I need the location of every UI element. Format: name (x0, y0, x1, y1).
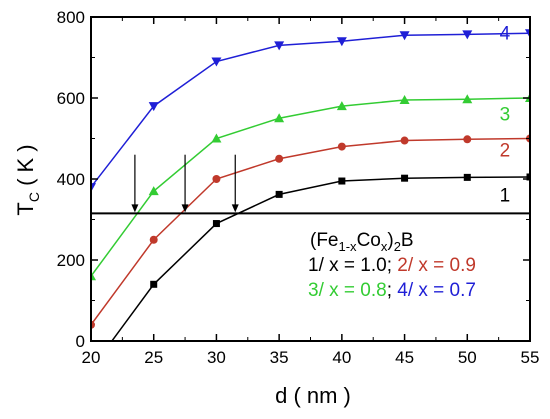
series-4-marker (525, 29, 530, 39)
curve-label-3: 3 (500, 104, 511, 125)
tick-layer: 20 25 30 35 40 45 50 55 0 200 400 600 800 (57, 8, 540, 367)
series-4-marker (148, 102, 159, 112)
series-1-marker (338, 177, 346, 185)
y-tick-label: 0 (76, 332, 85, 351)
legend-formula-p4: B (401, 230, 414, 251)
y-axis-title: TC ( K ) (13, 144, 42, 215)
series-1-marker (463, 173, 471, 181)
series-1-marker (150, 280, 158, 288)
x-tick-label: 25 (144, 348, 163, 367)
legend-formula-s3: 2 (394, 239, 401, 254)
x-tick-label: 20 (82, 348, 101, 367)
legend-formula: (Fe1-xCox)2B (310, 230, 414, 254)
legend-formula-s2: x (381, 239, 388, 254)
series-1-line (110, 176, 530, 341)
x-tick-label: 35 (270, 348, 289, 367)
legend-entry-2: 2/ x = 0.9 (397, 255, 476, 276)
series-4-marker (211, 57, 222, 67)
x-tick-label: 50 (458, 348, 477, 367)
series-2-marker (463, 135, 472, 144)
series-2-marker (275, 154, 284, 163)
y-tick-label: 400 (57, 170, 85, 189)
reference-layer (91, 154, 530, 215)
series-4-marker (274, 41, 285, 51)
series-3-marker (399, 95, 410, 105)
arrow-3-head (231, 204, 239, 213)
legend-entry-1: 1/ x = 1.0; (308, 255, 397, 276)
legend-entry-4: 4/ x = 0.7 (397, 280, 476, 301)
series-4-marker (462, 30, 473, 40)
series-2-marker (149, 235, 158, 244)
y-axis-title-rest: ( K ) (13, 144, 38, 192)
series-3-marker (148, 186, 159, 196)
arrow-1-head (131, 204, 139, 213)
series-2-line (91, 137, 530, 326)
series-3-line (91, 97, 530, 277)
legend-formula-p2: Co (357, 230, 381, 251)
series-2-marker (400, 136, 409, 145)
series-4-line (91, 32, 530, 188)
legend: (Fe1-xCox)2B 1/ x = 1.0; 2/ x = 0.9 3/ x… (308, 230, 476, 301)
series-layer (91, 29, 530, 341)
legend-entry-3: 3/ x = 0.8 (308, 280, 387, 301)
y-tick-label: 600 (57, 89, 85, 108)
curve-label-2: 2 (500, 141, 511, 162)
series-4-marker (336, 37, 347, 47)
legend-line-2: 3/ x = 0.8; 4/ x = 0.7 (308, 280, 476, 301)
series-3-marker (462, 94, 473, 104)
curve-label-1: 1 (500, 185, 511, 206)
legend-formula-p1: (Fe (310, 230, 339, 251)
series-4-marker (399, 31, 410, 41)
x-tick-label: 30 (207, 348, 226, 367)
x-tick-label: 40 (332, 348, 351, 367)
series-3-marker (336, 101, 347, 111)
curve-labels: 4 3 2 1 (500, 23, 511, 206)
series-1-marker (401, 174, 409, 182)
x-tick-label: 45 (395, 348, 414, 367)
legend-line-1: 1/ x = 1.0; 2/ x = 0.9 (308, 255, 476, 276)
series-3-marker (274, 113, 285, 123)
series-1-marker (212, 220, 220, 228)
y-axis-title-sub: C (26, 192, 42, 202)
series-2-marker (212, 175, 221, 183)
arrow-2-head (181, 204, 189, 213)
y-tick-label: 800 (57, 8, 85, 27)
curve-label-4: 4 (500, 23, 511, 44)
series-3-marker (91, 271, 96, 281)
x-tick-label: 55 (521, 348, 540, 367)
y-axis-title-base: T (13, 202, 38, 215)
x-axis-title: d ( nm ) (275, 383, 351, 408)
legend-formula-p3: ) (387, 230, 393, 251)
y-tick-label: 200 (57, 251, 85, 270)
series-1-marker (275, 190, 283, 198)
series-3-marker (211, 133, 222, 143)
series-1-marker (526, 173, 530, 181)
series-4-marker (91, 183, 96, 193)
legend-separator: ; (387, 280, 398, 301)
legend-formula-s1: 1-x (339, 239, 358, 254)
series-2-marker (337, 142, 346, 151)
